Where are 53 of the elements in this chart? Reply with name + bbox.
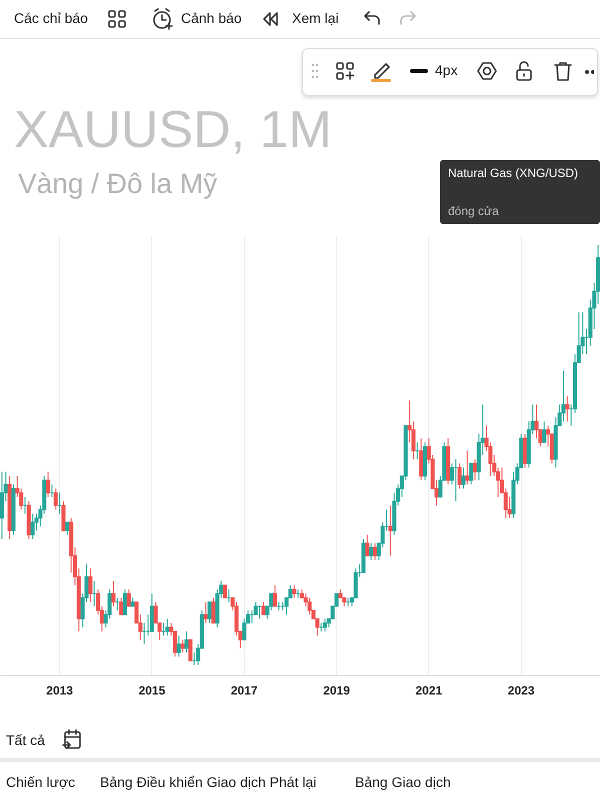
chart-title: XAUUSD, 1M bbox=[14, 100, 332, 160]
candlestick bbox=[269, 593, 274, 611]
candlestick bbox=[222, 584, 228, 598]
candlestick bbox=[365, 534, 370, 556]
candlestick bbox=[122, 588, 128, 616]
text: Các chỉ báo bbox=[14, 10, 88, 26]
text: Bảng Giao dịch bbox=[355, 774, 451, 790]
candlestick bbox=[369, 542, 374, 560]
text: Bảng Điều khiển Giao dịch Phát lại bbox=[100, 774, 316, 790]
candlestick bbox=[261, 602, 266, 616]
candlestick bbox=[458, 462, 462, 490]
candlestick bbox=[176, 635, 181, 658]
x-tick-label: 2019 bbox=[323, 684, 350, 698]
candlestick bbox=[88, 568, 92, 602]
candlestick bbox=[472, 458, 478, 481]
text: Cảnh báo bbox=[181, 10, 242, 26]
candlestick bbox=[561, 370, 566, 422]
x-tick-label: 2021 bbox=[415, 684, 443, 698]
x-tick-label: 2015 bbox=[138, 684, 166, 698]
chart-subtitle: Vàng / Đô la Mỹ bbox=[18, 168, 218, 200]
candlestick bbox=[211, 597, 216, 624]
text: Tất cả bbox=[6, 732, 45, 748]
candlestick bbox=[272, 584, 278, 607]
candlestick bbox=[461, 467, 466, 490]
candlestick bbox=[119, 597, 124, 616]
candlestick bbox=[542, 420, 546, 443]
candlestick bbox=[565, 396, 570, 422]
candlestick bbox=[242, 618, 246, 640]
candlestick bbox=[188, 639, 192, 662]
candlestick bbox=[308, 597, 312, 616]
text: Chiến lược bbox=[6, 774, 76, 790]
candlestick bbox=[111, 580, 116, 607]
candlestick bbox=[165, 618, 170, 636]
candlestick bbox=[46, 471, 50, 498]
x-tick-label: 2023 bbox=[508, 684, 535, 698]
candlestick bbox=[322, 618, 328, 632]
candlestick bbox=[469, 462, 474, 485]
text: 4px bbox=[435, 62, 458, 78]
x-tick-label: 2017 bbox=[230, 684, 258, 698]
candlestick bbox=[54, 488, 58, 510]
candlestick bbox=[292, 584, 296, 598]
candlestick bbox=[30, 513, 35, 540]
candlestick bbox=[534, 404, 539, 439]
candlestick bbox=[180, 639, 185, 653]
text: đóng cửa bbox=[448, 204, 499, 218]
candlestick bbox=[372, 542, 378, 560]
text: Natural Gas (XNG/USD) bbox=[448, 166, 578, 180]
x-tick-label: 2013 bbox=[46, 684, 74, 698]
candlestick bbox=[184, 630, 189, 653]
text: Xem lại bbox=[292, 10, 339, 26]
candlestick bbox=[208, 602, 212, 624]
candlestick bbox=[126, 588, 131, 607]
candlestick bbox=[204, 602, 208, 624]
